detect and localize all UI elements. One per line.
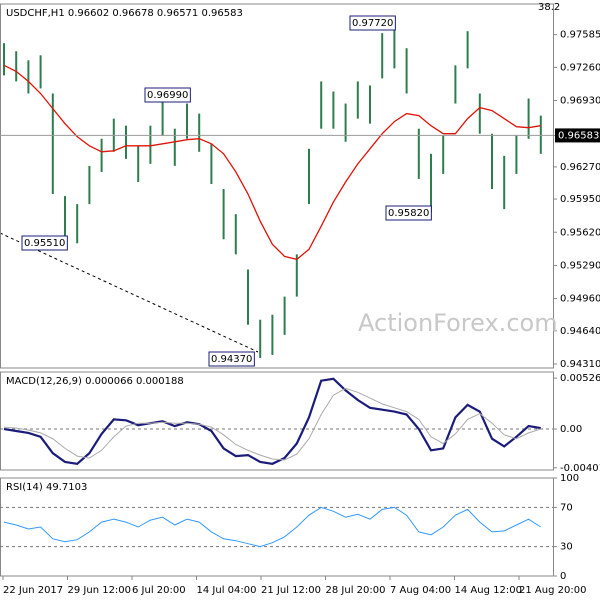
panel-title: USDCHF,H1 0.96602 0.96678 0.96571 0.9658… — [6, 8, 243, 19]
panel-frame — [0, 3, 554, 369]
x-tick-label: 7 Aug 04:00 — [390, 585, 451, 596]
panel-title: MACD(12,26,9) 0.000066 0.000188 — [6, 376, 184, 387]
y-tick-label: 0.95950 — [560, 194, 600, 205]
y-tick-label: 0 — [560, 571, 566, 582]
series-line — [3, 387, 541, 461]
series-line — [3, 64, 541, 261]
annotation-box — [21, 235, 68, 251]
annotation-label: 0.95820 — [388, 208, 429, 219]
annotation-label: 0.94370 — [211, 354, 252, 365]
y-tick-label: -0.004011 — [560, 463, 600, 474]
trend-line — [0, 232, 259, 353]
annotation-box — [349, 15, 396, 31]
y-tick-label: 0.96270 — [560, 162, 600, 173]
x-tick-label: 21 Jul 12:00 — [261, 585, 321, 596]
series-line — [3, 377, 541, 465]
y-tick-label: 0.97260 — [560, 62, 600, 73]
y-tick-label: 0.95290 — [560, 260, 600, 271]
y-tick-label: 0.96930 — [560, 96, 600, 107]
annotation-box — [208, 351, 255, 367]
y-tick-label: 0.005266 — [560, 373, 600, 384]
y-tick-label: 30 — [560, 542, 573, 553]
x-tick-label: 14 Aug 12:00 — [455, 585, 522, 596]
y-tick-label: 0.97585 — [560, 30, 600, 41]
panel-frame — [0, 371, 554, 471]
x-tick-label: 21 Aug 20:00 — [519, 585, 586, 596]
annotation-box — [144, 87, 191, 103]
watermark: ActionForex.com — [358, 309, 558, 337]
y-tick-label: 0.00 — [560, 424, 582, 435]
annotation-box — [385, 205, 432, 221]
x-tick-label: 14 Jul 04:00 — [197, 585, 257, 596]
panel-title: RSI(14) 49.7103 — [6, 482, 87, 493]
last-price-label: 0.96583 — [558, 130, 599, 141]
y-tick-label: 0.94310 — [560, 359, 600, 370]
panel-frame — [0, 477, 554, 577]
series-line — [3, 506, 542, 548]
y-tick-label: 0.94640 — [560, 326, 600, 337]
annotation-label: 0.95510 — [24, 238, 65, 249]
y-tick-label: 0.94960 — [560, 294, 600, 305]
x-tick-label: 29 Jun 12:00 — [68, 585, 132, 596]
x-tick-label: 22 Jun 2017 — [3, 585, 63, 596]
y-tick-label: 0.95620 — [560, 227, 600, 238]
annotation-label: 0.96990 — [147, 90, 188, 101]
x-tick-label: 28 Jul 20:00 — [326, 585, 386, 596]
y-tick-label: 100 — [560, 473, 579, 484]
annotation-label: 0.97720 — [352, 18, 393, 29]
corner-label: 38.2 — [538, 2, 560, 13]
x-tick-label: 6 Jul 20:00 — [132, 585, 186, 596]
y-tick-label: 70 — [560, 502, 573, 513]
last-price-box — [555, 128, 600, 143]
